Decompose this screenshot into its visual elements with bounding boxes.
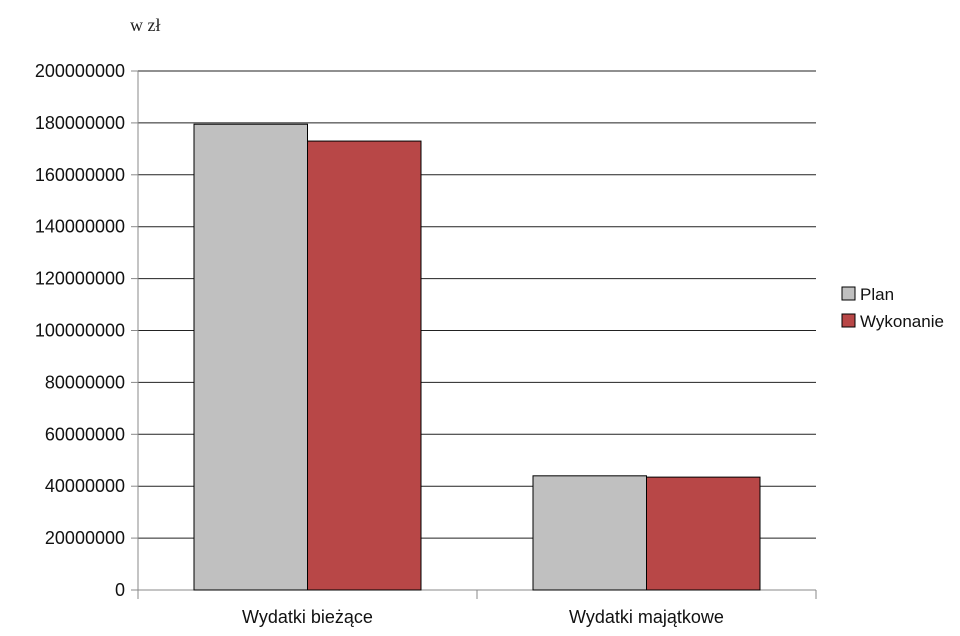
- legend-label: Plan: [860, 285, 894, 304]
- y-tick-label: 20000000: [45, 528, 125, 548]
- legend-swatch-wykonanie: [841, 313, 856, 328]
- bar-plan-2: [532, 475, 647, 591]
- bar-wykonanie-2: [646, 476, 761, 591]
- y-tick-label: 0: [115, 580, 125, 600]
- y-tick-label: 80000000: [45, 372, 125, 392]
- x-tick-label: Wydatki bieżące: [242, 607, 373, 627]
- bar-plan-1: [193, 123, 308, 591]
- y-tick-label: 160000000: [35, 165, 125, 185]
- x-tick-label: Wydatki majątkowe: [569, 607, 724, 627]
- x-tick-labels: Wydatki bieżące Wydatki majątkowe: [242, 607, 724, 627]
- y-tick-label: 140000000: [35, 217, 125, 237]
- y-tick-label: 120000000: [35, 269, 125, 289]
- bar-wykonanie-1: [307, 140, 422, 591]
- legend-label: Wykonanie: [860, 312, 944, 331]
- y-tick-label: 60000000: [45, 424, 125, 444]
- y-tick-label: 100000000: [35, 321, 125, 341]
- bars: [193, 123, 761, 591]
- y-tick-label: 200000000: [35, 61, 125, 81]
- legend: Plan Wykonanie: [841, 285, 944, 331]
- legend-swatch-plan: [841, 286, 856, 301]
- y-tick-label: 180000000: [35, 113, 125, 133]
- y-tick-label: 40000000: [45, 476, 125, 496]
- y-tick-labels: 0 20000000 40000000 60000000 80000000 1000000…: [35, 61, 125, 600]
- unit-label: w zł: [130, 15, 161, 35]
